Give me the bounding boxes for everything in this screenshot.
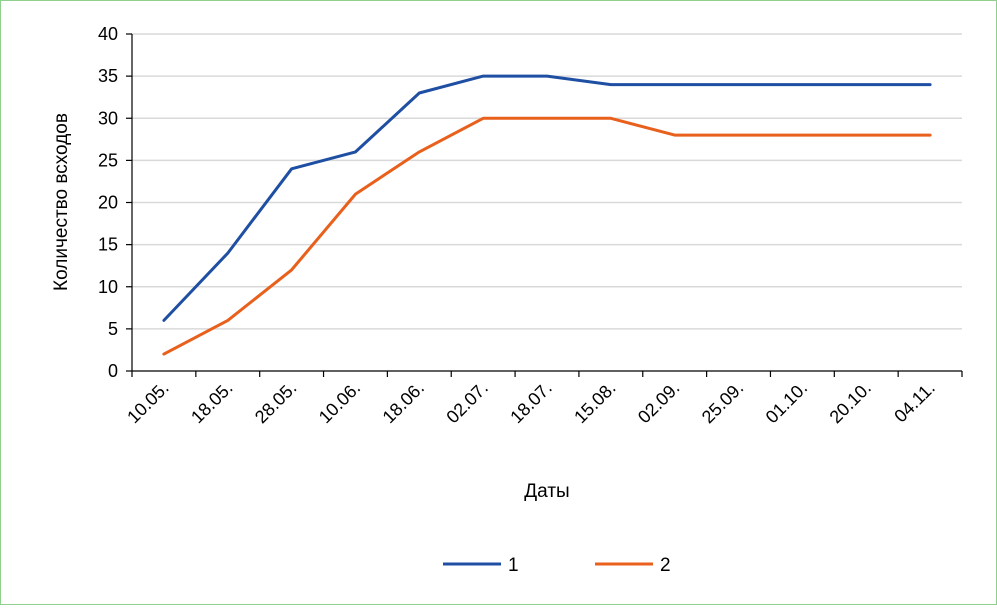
y-tick-label: 10 bbox=[98, 277, 118, 297]
legend-label-series-2: 2 bbox=[660, 555, 671, 576]
y-tick-label: 30 bbox=[98, 108, 118, 128]
x-tick-label: 01.10. bbox=[762, 378, 812, 428]
series-line-2 bbox=[162, 116, 932, 356]
x-tick-label: 10.06. bbox=[315, 378, 365, 428]
gridlines bbox=[132, 33, 962, 330]
y-tick-label: 5 bbox=[108, 319, 118, 339]
x-axis-title: Даты bbox=[524, 481, 569, 502]
x-tick-label: 18.06. bbox=[379, 378, 429, 428]
x-tick-label: 02.09. bbox=[634, 378, 684, 428]
x-tick-label: 18.05. bbox=[187, 378, 237, 428]
y-tick-label: 20 bbox=[98, 193, 118, 213]
x-tick-label: 20.10. bbox=[826, 378, 876, 428]
x-tick-label: 15.08. bbox=[570, 378, 620, 428]
y-tick-label: 0 bbox=[108, 361, 118, 381]
x-tick-label: 18.07. bbox=[506, 378, 556, 428]
x-tick-label: 02.07. bbox=[442, 378, 492, 428]
y-tick-label: 25 bbox=[98, 150, 118, 170]
y-tick-label: 40 bbox=[98, 24, 118, 44]
y-axis-title: Количество всходов bbox=[51, 113, 72, 291]
x-tick-label: 25.09. bbox=[698, 378, 748, 428]
x-tick-label: 04.11. bbox=[890, 378, 939, 427]
legend: 1 2 bbox=[443, 555, 671, 576]
series-line-1 bbox=[162, 74, 932, 322]
x-tick-label: 28.05. bbox=[251, 378, 301, 428]
series-lines bbox=[162, 74, 932, 356]
y-tick-label: 35 bbox=[98, 66, 118, 86]
y-tick-label: 15 bbox=[98, 235, 118, 255]
x-tick-label: 10.05. bbox=[123, 378, 173, 428]
axes bbox=[126, 33, 963, 377]
y-tick-labels: 0 5 10 15 20 25 30 35 40 bbox=[98, 24, 118, 381]
x-tick-labels: 10.05. 18.05. 28.05. 10.06. 18.06. 02.07. 18.0… bbox=[123, 378, 939, 428]
legend-label-series-1: 1 bbox=[508, 555, 519, 576]
